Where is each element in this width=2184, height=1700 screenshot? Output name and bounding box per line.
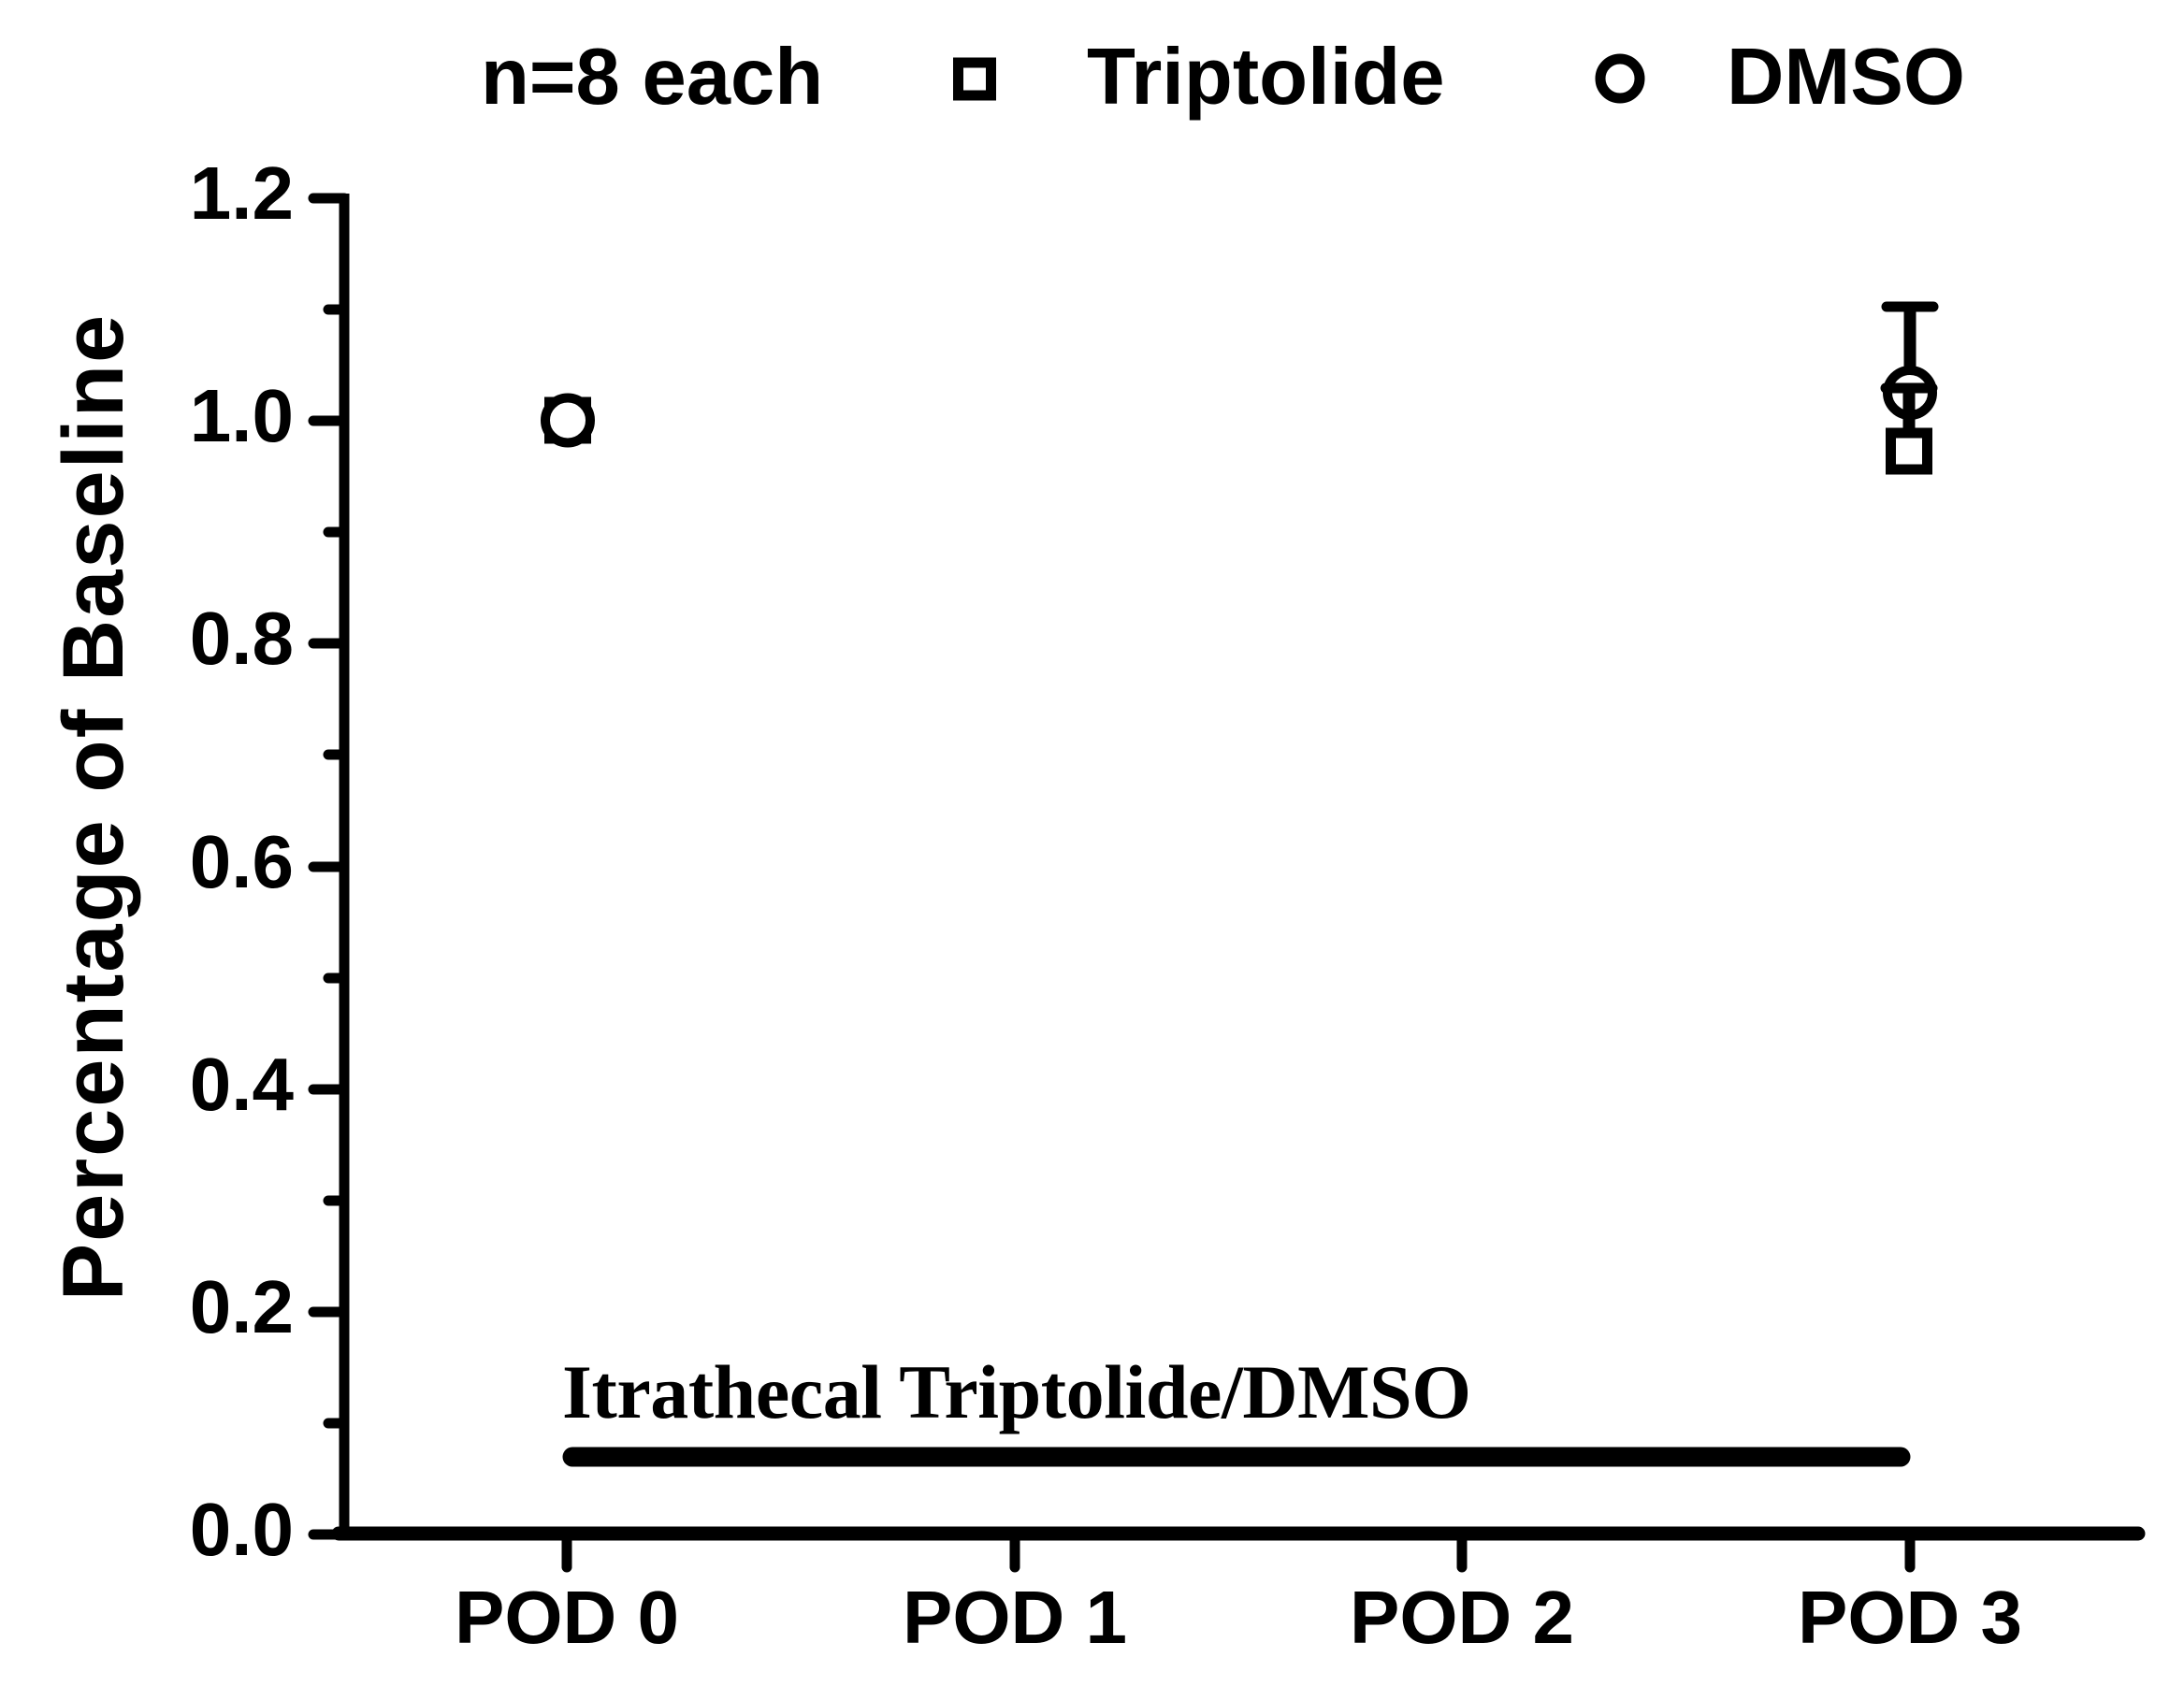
svg-text:0.6: 0.6: [190, 820, 294, 903]
svg-text:DMSO: DMSO: [1727, 33, 1965, 122]
svg-text:Itrathecal Triptolide/DMSO: Itrathecal Triptolide/DMSO: [562, 1349, 1471, 1434]
svg-text:0.4: 0.4: [190, 1043, 295, 1126]
svg-text:Percentage of Baseline: Percentage of Baseline: [46, 313, 141, 1301]
svg-text:0.8: 0.8: [190, 597, 294, 680]
svg-text:POD 1: POD 1: [903, 1576, 1127, 1659]
svg-text:Triptolide: Triptolide: [1087, 33, 1445, 122]
svg-text:n=8 each: n=8 each: [481, 33, 823, 122]
svg-text:1.0: 1.0: [190, 374, 294, 457]
svg-text:0.2: 0.2: [190, 1265, 294, 1348]
svg-text:POD 0: POD 0: [455, 1576, 679, 1659]
svg-text:0.0: 0.0: [190, 1488, 294, 1571]
svg-text:POD 3: POD 3: [1798, 1576, 2022, 1659]
svg-text:1.2: 1.2: [190, 151, 294, 235]
svg-text:POD 2: POD 2: [1350, 1576, 1574, 1659]
